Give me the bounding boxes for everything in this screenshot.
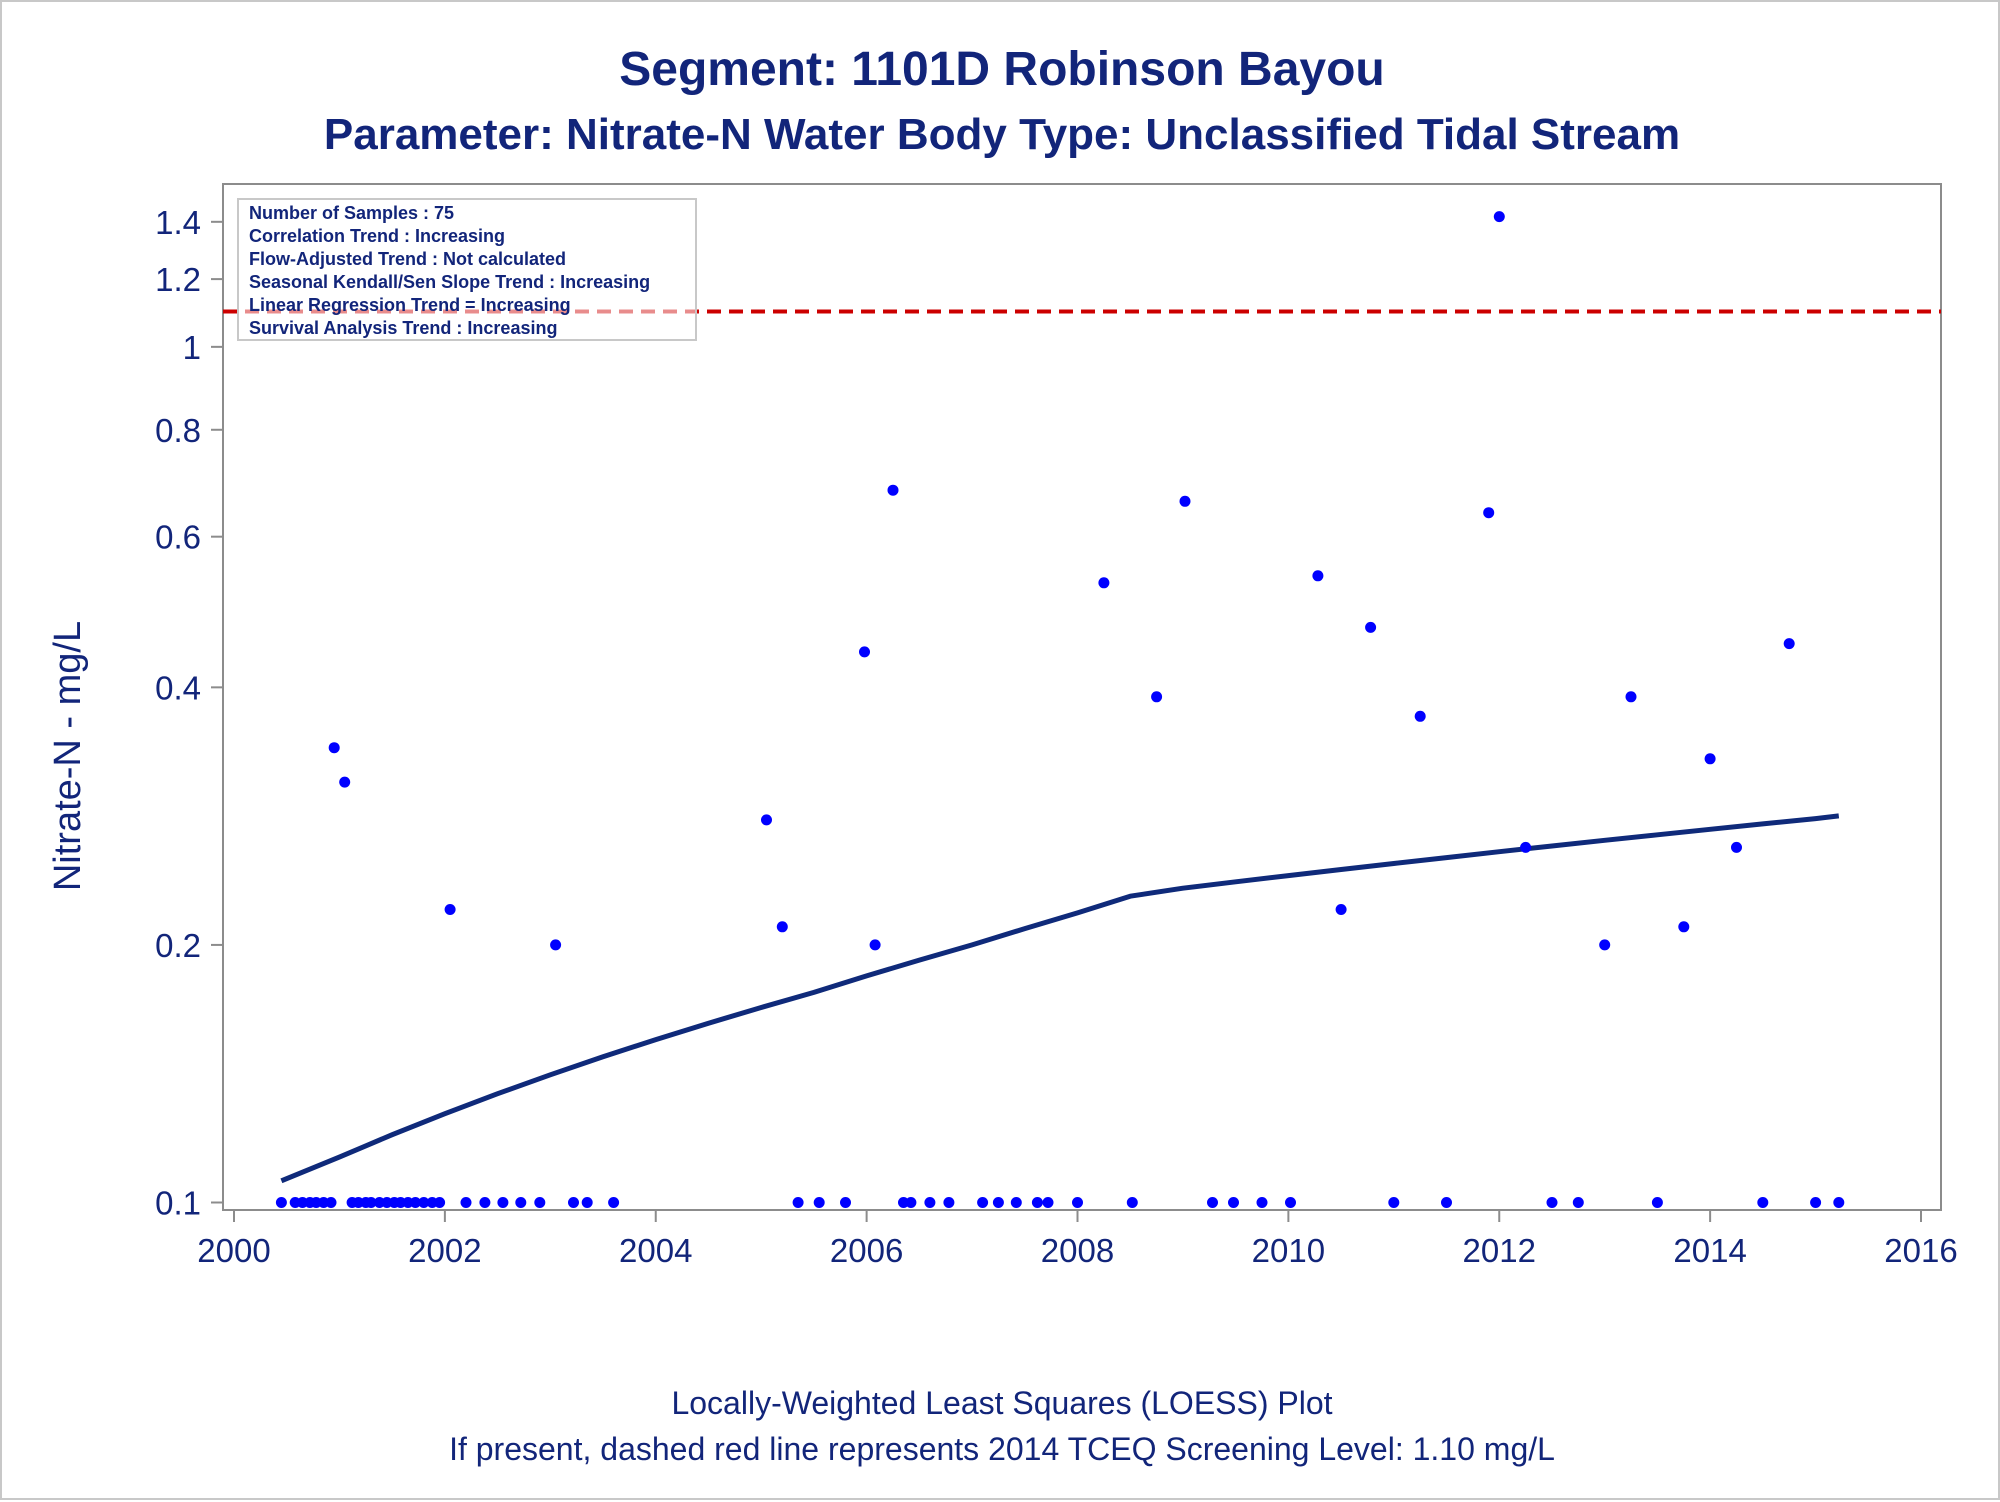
data-point [1335, 904, 1347, 915]
data-point [534, 1197, 546, 1208]
plot-border [222, 183, 1942, 1211]
data-point [418, 1197, 430, 1208]
data-point [761, 814, 772, 826]
footnote-screening: If present, dashed red line represents 2… [449, 1431, 1555, 1467]
x-tick-label: 2010 [1252, 1232, 1325, 1269]
data-point [479, 1197, 491, 1208]
data-point [1651, 1197, 1663, 1208]
data-point [460, 1197, 472, 1208]
x-tick-label: 2000 [197, 1232, 270, 1269]
stats-line: Seasonal Kendall/Sen Slope Trend : Incre… [249, 272, 650, 292]
data-point [1179, 495, 1191, 507]
data-point [1678, 921, 1690, 933]
data-point [992, 1197, 1004, 1208]
stats-box: Number of Samples : 75 Correlation Trend … [237, 198, 697, 341]
data-point [776, 921, 788, 933]
data-point [339, 776, 351, 788]
data-point [1757, 1197, 1769, 1208]
data-point [1285, 1197, 1296, 1208]
data-point [1256, 1197, 1268, 1208]
data-point [1833, 1197, 1845, 1208]
x-tick-label: 2016 [1884, 1232, 1957, 1269]
data-point [1783, 638, 1795, 650]
data-point [1483, 507, 1495, 519]
data-point [434, 1197, 446, 1208]
data-point [1126, 1197, 1138, 1208]
x-tick-label: 2006 [830, 1232, 903, 1269]
data-point [409, 1197, 421, 1208]
data-point [859, 646, 870, 658]
x-tick-label: 2012 [1463, 1232, 1536, 1269]
data-point [977, 1197, 989, 1208]
data-point [581, 1197, 593, 1208]
x-tick-label: 2002 [408, 1232, 481, 1269]
data-point [550, 939, 562, 951]
data-point [869, 939, 881, 951]
x-tick-label: 2008 [1041, 1232, 1114, 1269]
loess-line [280, 813, 1840, 1184]
data-point [1365, 621, 1377, 633]
data-point [1228, 1197, 1239, 1208]
data-point [325, 1197, 337, 1208]
data-point [905, 1197, 917, 1208]
y-tick-label: 0.2 [155, 927, 201, 964]
data-point [275, 1197, 287, 1208]
stats-box-border [237, 198, 697, 341]
data-point [1414, 710, 1426, 722]
data-point [365, 1197, 377, 1208]
data-point [608, 1197, 620, 1208]
data-point [1010, 1197, 1022, 1208]
data-point [1572, 1197, 1584, 1208]
data-point [1207, 1197, 1218, 1208]
data-point [444, 904, 456, 915]
y-tick-label: 0.4 [155, 669, 201, 706]
data-point [1441, 1197, 1452, 1208]
data-point [813, 1197, 825, 1208]
stats-line: Survival Analysis Trend : Increasing [249, 318, 557, 338]
data-point [1388, 1197, 1400, 1208]
data-point [1810, 1197, 1822, 1208]
data-point [840, 1197, 851, 1208]
data-point [1625, 691, 1637, 703]
data-point [1599, 939, 1611, 951]
x-tick-label: 2004 [619, 1232, 692, 1269]
y-tick-label: 0.8 [155, 412, 201, 449]
data-point [1151, 691, 1163, 703]
data-point [328, 742, 340, 754]
chart-subtitle: Parameter: Nitrate-N Water Body Type: Un… [324, 110, 1680, 159]
data-point [568, 1197, 579, 1208]
y-tick-label: 0.6 [155, 519, 201, 556]
data-point [1520, 841, 1532, 853]
data-point [943, 1197, 955, 1208]
y-tick-label: 1 [183, 329, 201, 366]
chart-title: Segment: 1101D Robinson Bayou [619, 43, 1385, 96]
data-point [924, 1197, 936, 1208]
stats-line: Flow-Adjusted Trend : Not calculated [249, 249, 566, 269]
data-point [792, 1197, 804, 1208]
data-point [1042, 1197, 1054, 1208]
y-axis-label: Nitrate-N - mg/L [47, 621, 89, 891]
stats-line: Linear Regression Trend = Increasing [249, 295, 571, 315]
data-point [1704, 753, 1716, 765]
data-point [1731, 841, 1742, 853]
y-tick-label: 1.4 [155, 204, 201, 241]
x-tick-label: 2014 [1673, 1232, 1746, 1269]
data-point [1312, 570, 1324, 582]
data-point [1098, 577, 1110, 589]
y-tick-label: 1.2 [155, 261, 201, 298]
data-point [1031, 1197, 1043, 1208]
data-point [1493, 211, 1505, 223]
data-point [515, 1197, 527, 1208]
stats-line: Correlation Trend : Increasing [249, 226, 505, 246]
footnote-loess: Locally-Weighted Least Squares (LOESS) P… [671, 1385, 1332, 1421]
data-point [497, 1197, 509, 1208]
plot-area: 2000 2002 2004 2006 2008 2010 2012 2014 2016 0.1 0… [155, 183, 1958, 1269]
data-point [887, 484, 899, 496]
data-point [1546, 1197, 1558, 1208]
stats-line: Number of Samples : 75 [249, 203, 454, 223]
data-point [1072, 1197, 1083, 1208]
y-tick-label: 0.1 [155, 1184, 201, 1221]
